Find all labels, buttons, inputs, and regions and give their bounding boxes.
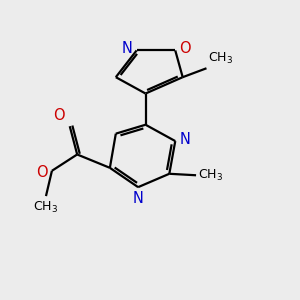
Text: N: N: [133, 191, 143, 206]
Text: N: N: [179, 132, 190, 147]
Text: CH$_3$: CH$_3$: [208, 51, 233, 67]
Text: N: N: [122, 40, 133, 56]
Text: CH$_3$: CH$_3$: [198, 168, 223, 183]
Text: O: O: [179, 40, 191, 56]
Text: O: O: [53, 108, 64, 123]
Text: O: O: [36, 165, 48, 180]
Text: CH$_3$: CH$_3$: [33, 200, 58, 215]
